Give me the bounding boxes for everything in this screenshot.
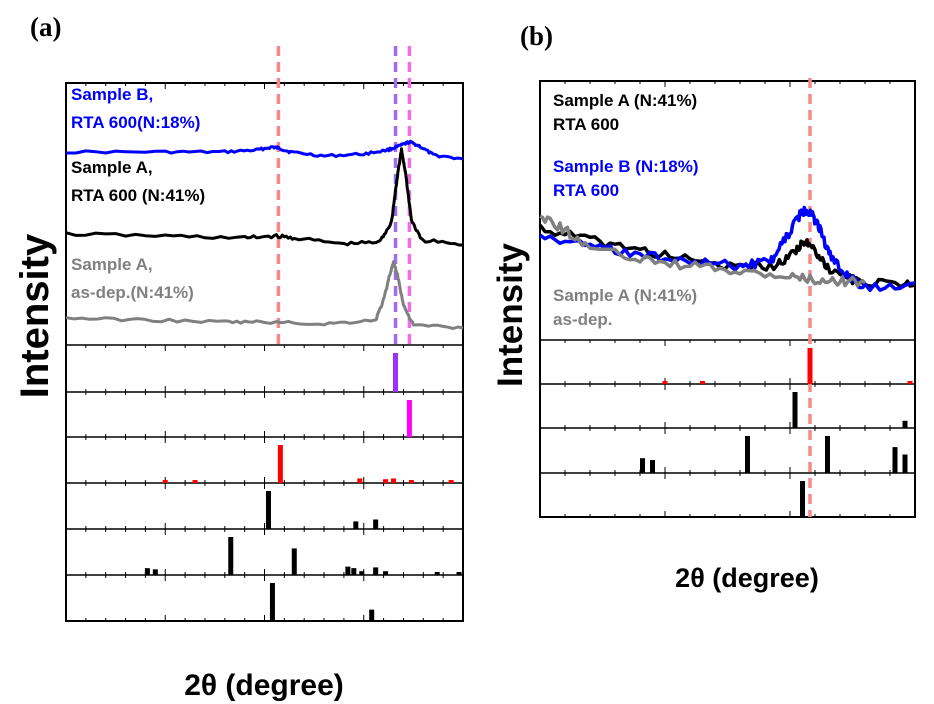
ref-peak-bar <box>393 353 399 392</box>
ref-peak-bar <box>383 571 389 575</box>
series-label-line: RTA 600 (N:41%) <box>71 186 205 205</box>
series-label-line: as-dep.(N:41%) <box>71 283 194 302</box>
x-axis-label-b: 2θ (degree) <box>675 563 819 593</box>
ref-peak-bar <box>277 445 283 483</box>
panel-b: Sample A (N:41%) RTA 600 Sample B (N:18%) R… <box>538 78 917 518</box>
series-line-0 <box>66 139 464 161</box>
x-axis-label-a: 2θ (degree) <box>184 669 344 702</box>
y-axis-label-b: Intensity <box>491 243 530 387</box>
ref-peak-bar <box>907 381 913 384</box>
ref-peak-bar <box>359 571 365 575</box>
ref-peak-bar <box>902 420 908 428</box>
ref-peak-bar <box>792 392 798 428</box>
ref-peak-bar <box>152 569 158 575</box>
series-line-0 <box>538 223 917 289</box>
ref-peak-bar <box>700 381 705 384</box>
ref-peak-bar <box>448 480 454 483</box>
series-line-1 <box>538 205 916 293</box>
ref-peak-bar <box>373 519 379 529</box>
series-label-0: Sample A (N:41%) RTA 600 <box>553 91 697 134</box>
ref-peak-bar <box>357 478 363 483</box>
ref-peak-bar <box>369 609 375 621</box>
series-label-line: Sample B, <box>71 85 153 104</box>
ref-peak-bar <box>383 479 389 483</box>
series-label-line: Sample A, <box>71 158 153 177</box>
ref-peak-bar <box>662 381 668 384</box>
ref-peak-bar <box>391 478 397 483</box>
ref-peak-bar <box>892 447 898 473</box>
ref-peak-bar <box>192 480 198 483</box>
ref-peak-bar <box>745 436 750 473</box>
panel-b-label: (b) <box>520 21 553 51</box>
series-label-1: Sample A, RTA 600 (N:41%) <box>71 158 205 205</box>
series-label-line: RTA 600 <box>553 115 619 134</box>
panel-a: Sample B, RTA 600(N:18%) Sample A, RTA 600 … <box>65 46 464 622</box>
series-label-2: Sample A (N:41%) as-dep. <box>553 286 697 329</box>
plot-frame <box>539 80 916 518</box>
series-label-line: Sample B (N:18%) <box>553 157 698 176</box>
series-label-1: Sample B (N:18%) RTA 600 <box>553 157 698 200</box>
panel-a-label: (a) <box>30 12 61 42</box>
series-line-2 <box>539 214 867 288</box>
series-line-2 <box>65 260 464 330</box>
y-axis-label-a: Intensity <box>13 233 57 398</box>
ref-peak-bar <box>456 572 462 575</box>
ref-peak-bar <box>807 348 813 384</box>
ref-peak-bar <box>291 548 297 575</box>
ref-peak-bar <box>144 568 150 575</box>
series-label-line: Sample A, <box>71 255 153 274</box>
ref-peak-bar <box>825 436 830 473</box>
series-label-line: Sample A (N:41%) <box>553 286 697 305</box>
ref-peak-bar <box>408 480 414 483</box>
ref-peak-bar <box>269 583 275 621</box>
ref-peak-bar <box>351 568 357 575</box>
ref-peak-bar <box>650 460 655 473</box>
series-label-line: RTA 600 <box>553 181 619 200</box>
ref-peak-bar <box>162 480 168 483</box>
series-label-0: Sample B, RTA 600(N:18%) <box>71 85 200 132</box>
ref-peak-bar <box>345 566 351 575</box>
ref-peak-bar <box>373 567 379 575</box>
series-label-line: RTA 600(N:18%) <box>71 113 200 132</box>
ref-peak-bar <box>406 400 412 437</box>
ref-peak-bar <box>353 521 359 529</box>
ref-peak-bar <box>640 458 645 473</box>
ref-peak-bar <box>265 491 271 529</box>
ref-peak-bar <box>228 537 234 575</box>
series-label-line: as-dep. <box>553 310 613 329</box>
series-label-2: Sample A, as-dep.(N:41%) <box>71 255 194 302</box>
ref-peak-bar <box>902 454 908 473</box>
series-line-1 <box>65 147 463 247</box>
series-label-line: Sample A (N:41%) <box>553 91 697 110</box>
ref-peak-bar <box>800 481 805 517</box>
ref-peak-bar <box>434 571 440 575</box>
